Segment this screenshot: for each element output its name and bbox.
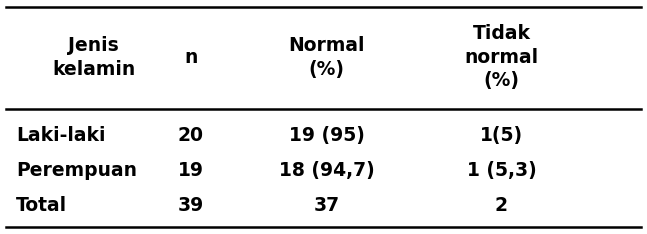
- Text: 19: 19: [178, 161, 204, 180]
- Text: 2: 2: [495, 196, 508, 216]
- Text: Normal
(%): Normal (%): [289, 36, 365, 79]
- Text: Total: Total: [16, 196, 67, 216]
- Text: Jenis
kelamin: Jenis kelamin: [52, 36, 135, 79]
- Text: Tidak
normal
(%): Tidak normal (%): [465, 24, 538, 90]
- Text: 20: 20: [178, 126, 204, 145]
- Text: 1 (5,3): 1 (5,3): [466, 161, 536, 180]
- Text: 18 (94,7): 18 (94,7): [279, 161, 375, 180]
- Text: Laki-laki: Laki-laki: [16, 126, 105, 145]
- Text: n: n: [184, 48, 197, 67]
- Text: 19 (95): 19 (95): [289, 126, 365, 145]
- Text: 1(5): 1(5): [480, 126, 523, 145]
- Text: 39: 39: [178, 196, 204, 216]
- Text: Perempuan: Perempuan: [16, 161, 137, 180]
- Text: 37: 37: [314, 196, 340, 216]
